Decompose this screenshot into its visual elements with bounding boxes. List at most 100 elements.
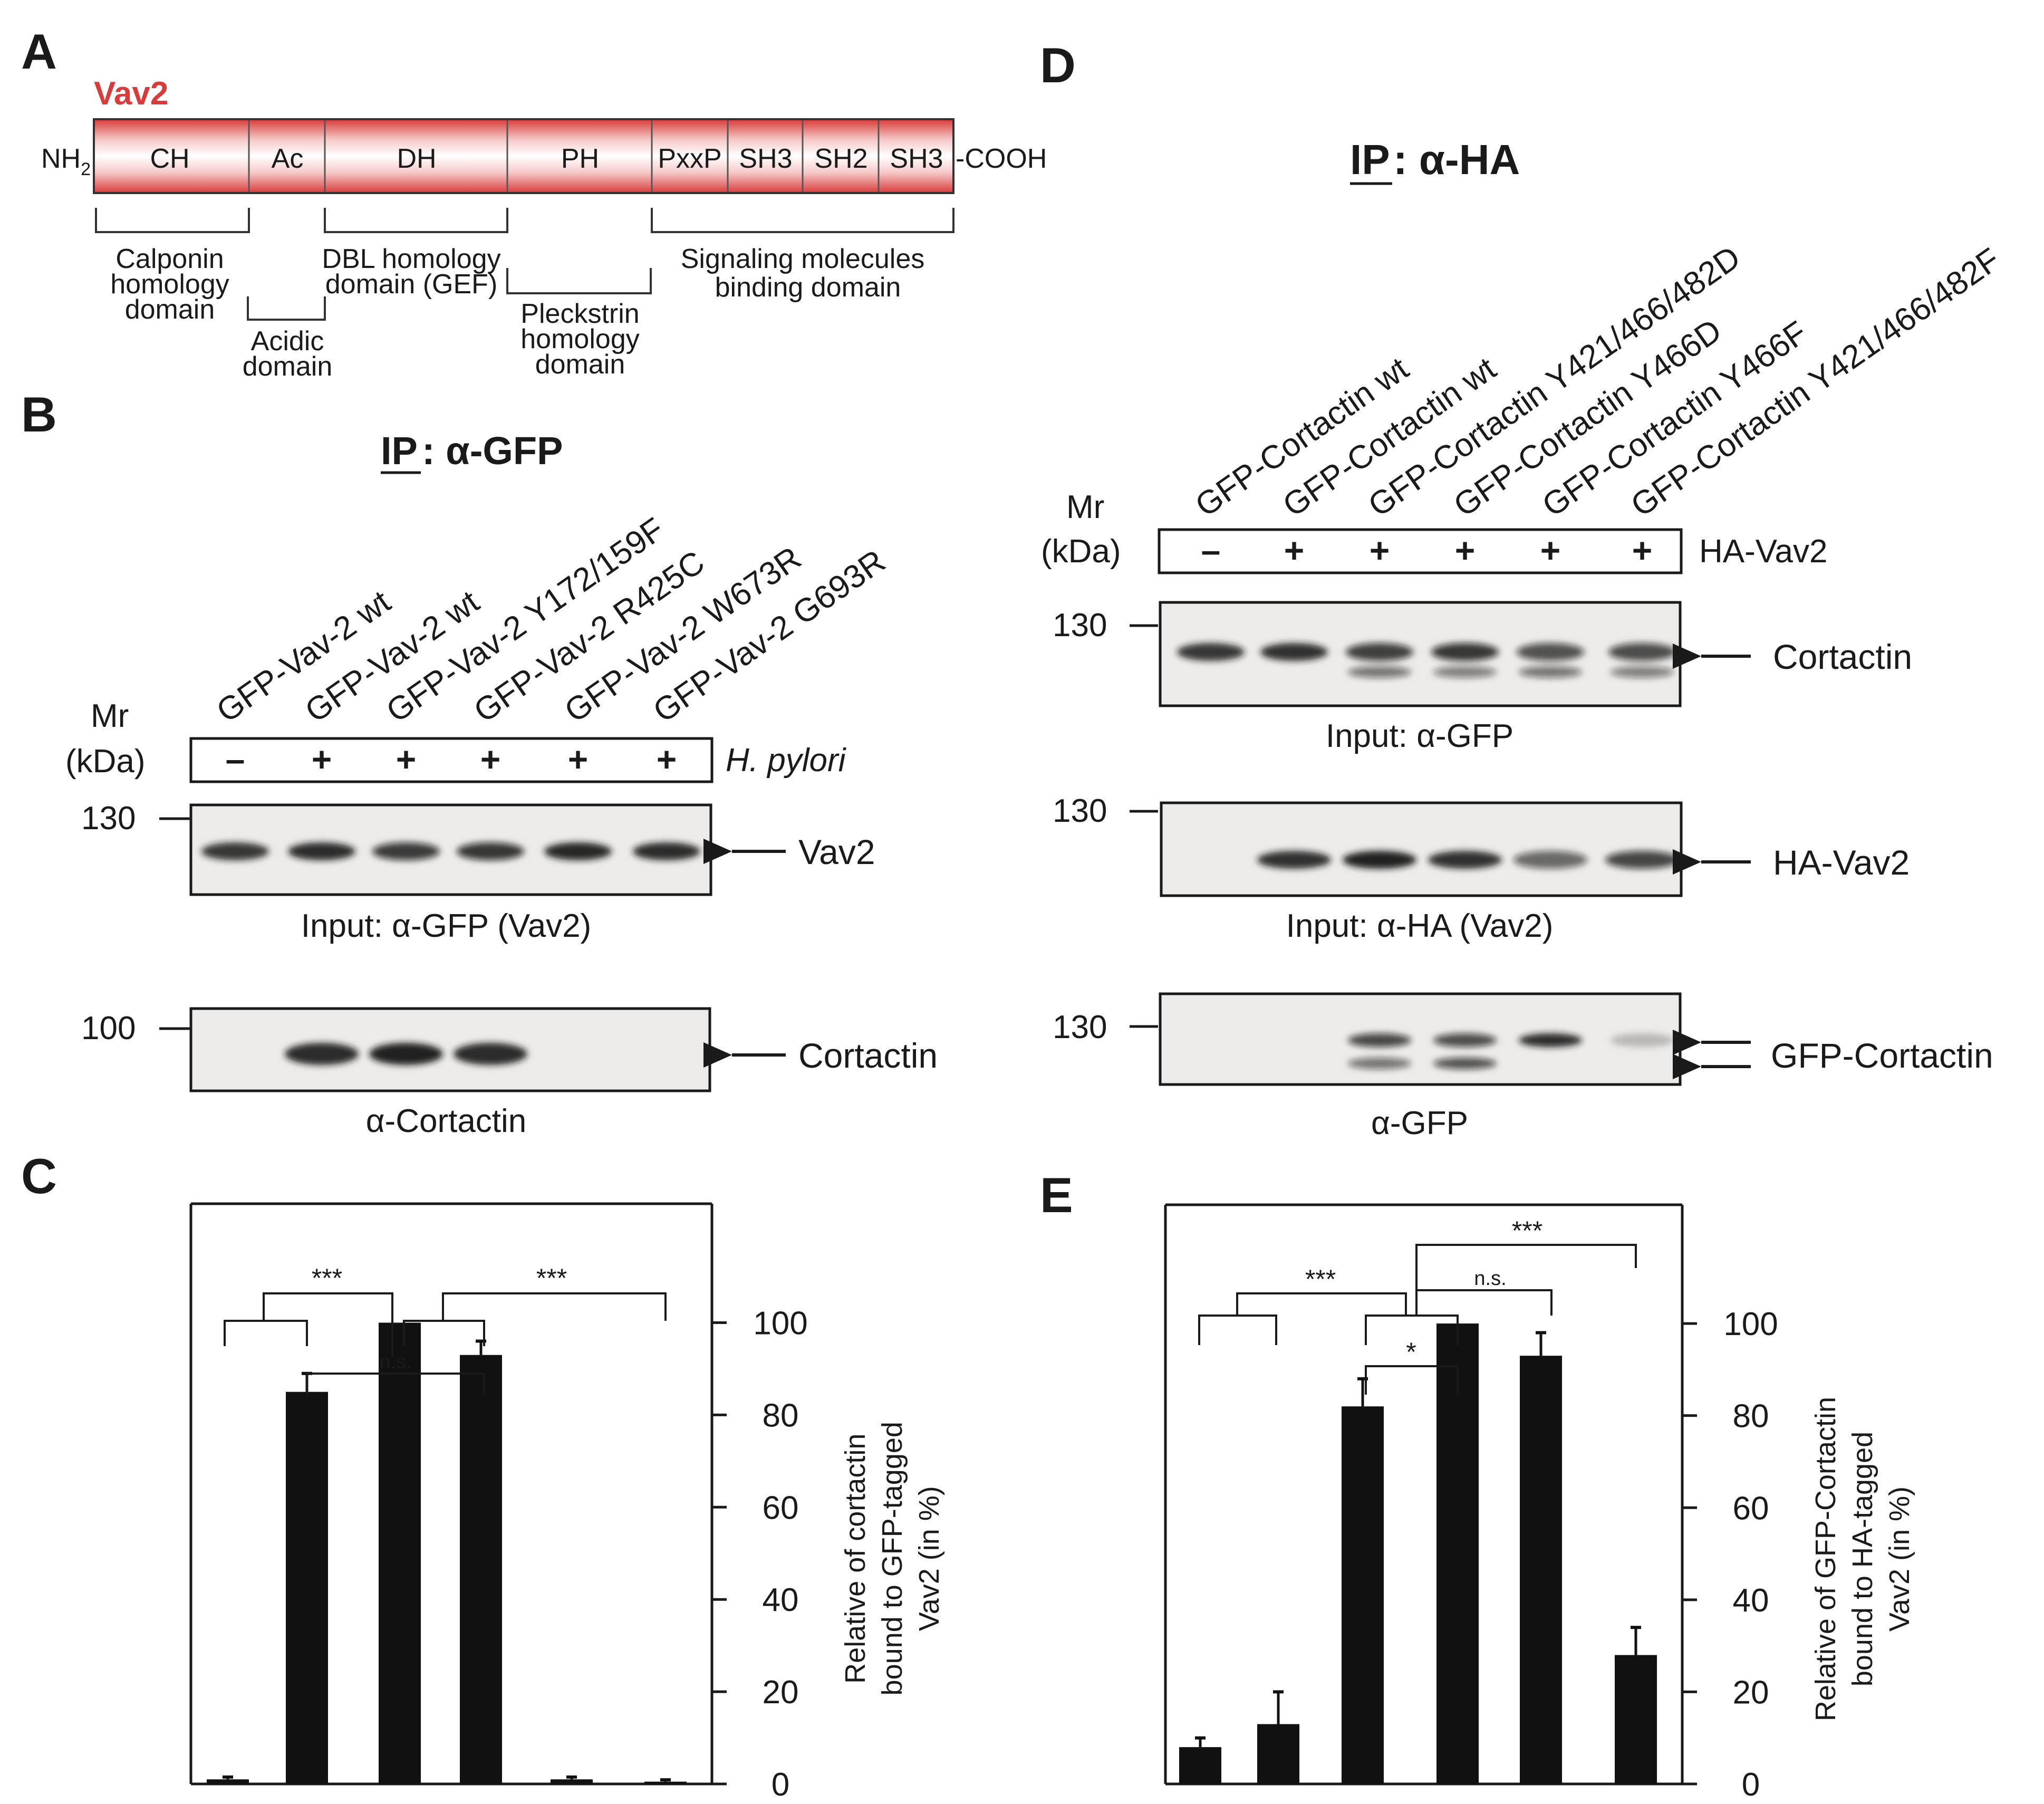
- blot-band: [1346, 643, 1413, 661]
- significance-label: *: [1406, 1337, 1416, 1367]
- blot-band: [1611, 1033, 1674, 1047]
- bar: [1342, 1406, 1384, 1784]
- y-axis-label: Relative of GFP-Cortactin: [1810, 1397, 1841, 1721]
- domain-labels: CH Ac DH PH PxxP SH3 SH2 SH3: [150, 143, 943, 174]
- band-label-d3: GFP-Cortactin: [1771, 1036, 1993, 1075]
- bracket-calponin: [95, 208, 250, 233]
- blot-band: [1260, 643, 1328, 661]
- y-axis-label: Vav2 (in %): [1884, 1486, 1915, 1632]
- blot-band: [457, 842, 524, 860]
- y-axis-label: Relative of cortactin: [840, 1434, 871, 1684]
- treatment-sign: +: [1540, 531, 1561, 570]
- y-tick-label: 0: [1742, 1767, 1760, 1803]
- marker-b1: 130: [81, 800, 136, 837]
- band-label-b2: Cortactin: [798, 1036, 938, 1075]
- treatment-sign: +: [657, 740, 677, 779]
- bar: [1436, 1323, 1479, 1784]
- significance-bracket: [1236, 1292, 1407, 1316]
- panel-label-b: B: [21, 387, 57, 442]
- y-tick-label: 100: [753, 1306, 807, 1342]
- ip-title-d: IP : α-HA: [1350, 136, 1520, 185]
- blot-band: [285, 1043, 359, 1065]
- panel-a: A Vav2 NH2 CH Ac DH PH PxxP SH3 SH2 SH3 -COOH C…: [21, 24, 1047, 382]
- caption-d2: Input: α-HA (Vav2): [1286, 908, 1554, 944]
- blot-band: [1517, 643, 1584, 661]
- bracket-acidic: [247, 296, 326, 321]
- blot-band: [633, 842, 700, 860]
- bands-b2: [285, 1043, 527, 1065]
- blot-band: [372, 842, 440, 860]
- marker-d3: 130: [1053, 1009, 1107, 1045]
- significance-bracket: [263, 1292, 393, 1357]
- panel-c: C 0 20 40 60 80 100 Relative of cortactin bound…: [21, 1148, 945, 1803]
- y-axis-label: Vav2 (in %): [913, 1486, 945, 1631]
- panel-label-c: C: [21, 1148, 57, 1204]
- kda-label-b: (kDa): [65, 743, 146, 780]
- significance-bracket: [1365, 1314, 1459, 1345]
- treatment-box-b: [189, 737, 714, 783]
- blot-band: [369, 1043, 443, 1065]
- bands-b1: [201, 842, 700, 860]
- significance-bracket: [1415, 1244, 1637, 1290]
- vav2-domain-bar: [93, 118, 954, 194]
- significance-label: ***: [536, 1263, 567, 1293]
- bar: [286, 1392, 328, 1784]
- annotation-calponin-2: homology: [110, 269, 229, 300]
- blot-b1: [189, 803, 712, 896]
- y-tick-label: 80: [1733, 1398, 1769, 1435]
- blot-band: [201, 842, 269, 860]
- blot-b2: [189, 1007, 711, 1092]
- significance-bracket: [224, 1320, 308, 1346]
- y-axis-label: bound to HA-tagged: [1847, 1432, 1878, 1686]
- y-tick-label: 20: [1733, 1674, 1769, 1711]
- treatment-sign: +: [568, 740, 589, 779]
- annotation-dbl-1: DBL homology: [322, 244, 500, 274]
- domain-brackets: [95, 208, 954, 321]
- band-label-d1: Cortactin: [1773, 637, 1912, 676]
- annotation-acidic-1: Acidic: [251, 326, 324, 357]
- treatment-sign: +: [1284, 531, 1305, 570]
- annotation-pleckstrin-1: Pleckstrin: [520, 299, 639, 329]
- bar: [644, 1781, 687, 1784]
- marker-d1: 130: [1053, 607, 1107, 644]
- y-tick-label: 60: [763, 1490, 799, 1526]
- blot-band: [1348, 666, 1411, 678]
- bar: [1520, 1356, 1562, 1784]
- significance-label: n.s.: [379, 1351, 411, 1373]
- blot-band: [454, 1043, 527, 1065]
- significance-bracket: [1415, 1289, 1553, 1316]
- y-tick-label: 0: [772, 1767, 789, 1803]
- treatment-signs-b: – + + + + +: [226, 740, 677, 779]
- treatment-sign: +: [1455, 531, 1476, 570]
- ip-prefix-b: IP: [381, 429, 418, 473]
- treatment-sign: +: [480, 740, 501, 779]
- treatment-sign: +: [312, 740, 332, 779]
- significance-label: n.s.: [1474, 1268, 1506, 1290]
- bar: [207, 1779, 249, 1784]
- blot-band: [1513, 851, 1587, 869]
- y-tick-label: 40: [1733, 1582, 1769, 1619]
- bar: [1179, 1747, 1221, 1784]
- annotation-dbl-2: domain (GEF): [325, 269, 498, 300]
- annotation-signaling-2: binding domain: [715, 272, 901, 303]
- treatment-label-b: H. pylori: [726, 742, 847, 779]
- annotation-pleckstrin-2: homology: [520, 324, 639, 354]
- annotation-signaling-1: Signaling molecules: [681, 244, 925, 274]
- mr-label-b: Mr: [91, 698, 129, 734]
- significance-label: ***: [1512, 1216, 1542, 1245]
- significance-bracket: [1198, 1314, 1277, 1345]
- marker-b2: 100: [81, 1010, 136, 1047]
- treatment-sign: +: [1632, 531, 1653, 570]
- ip-target-d: : α-HA: [1393, 136, 1520, 183]
- blot-band: [1428, 851, 1502, 869]
- domain-annotations: Calponin homology domain Acidic domain D…: [110, 244, 924, 382]
- caption-b2: α-Cortactin: [366, 1103, 527, 1139]
- chart-e: 0 20 40 60 80 100 Relative of GFP-Cortactin bou…: [1164, 1203, 1915, 1803]
- y-axis-label: bound to GFP-tagged: [876, 1422, 908, 1695]
- blot-band: [1348, 1033, 1411, 1047]
- blot-band: [1177, 643, 1245, 661]
- significance-label: ***: [1305, 1264, 1336, 1294]
